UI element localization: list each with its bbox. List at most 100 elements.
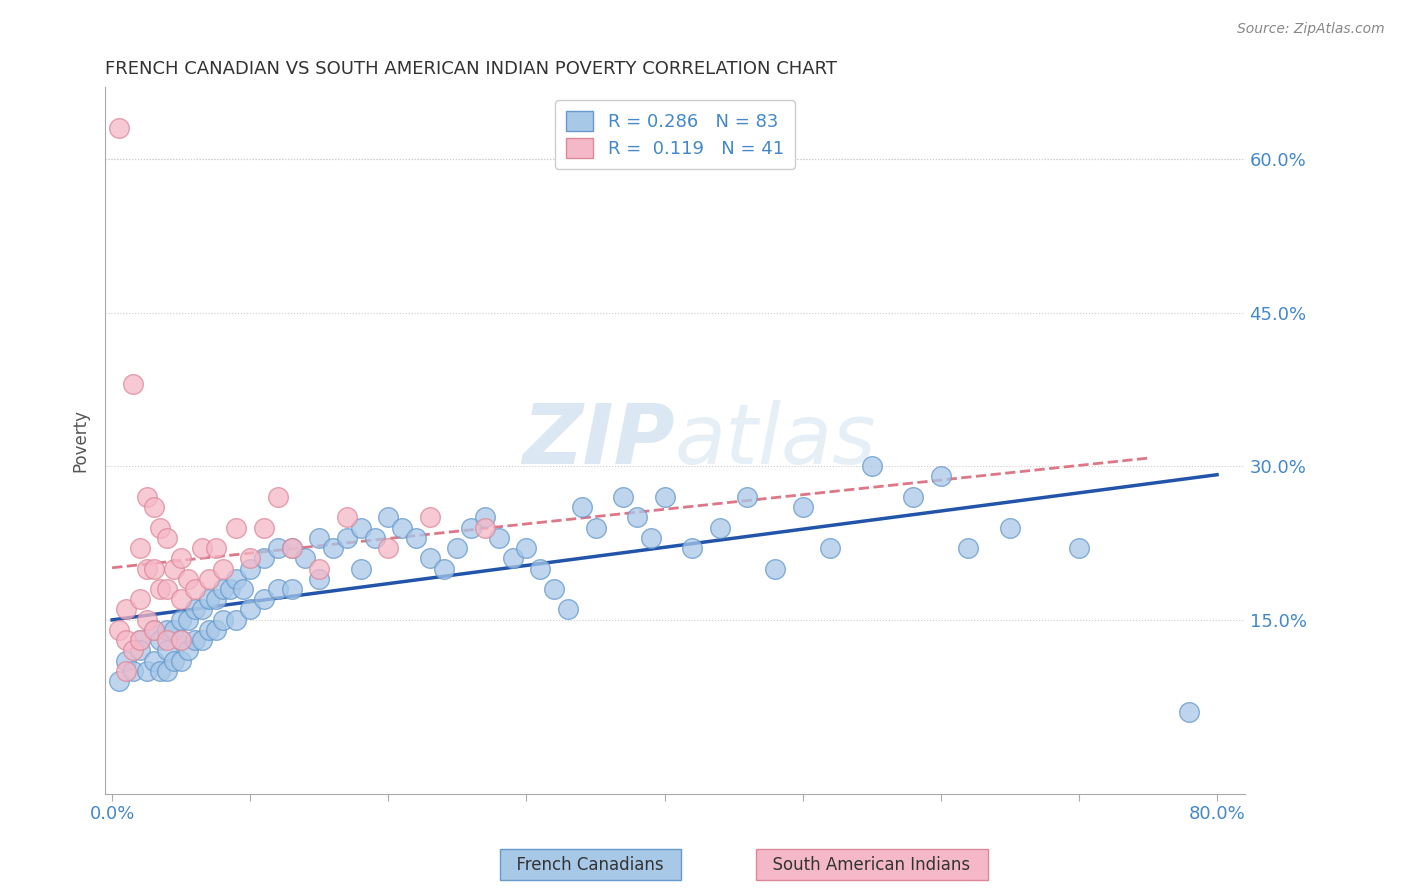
Point (142, 561, 165, 575)
Point (170, 654, 193, 668)
Point (253, 551, 276, 566)
Point (128, 541, 150, 555)
Point (128, 643, 150, 657)
Legend: R = 0.286   N = 83, R =  0.119   N = 41: R = 0.286 N = 83, R = 0.119 N = 41 (555, 100, 794, 169)
Point (640, 531, 662, 545)
Text: atlas: atlas (675, 401, 876, 481)
Point (1067, 541, 1090, 555)
Point (267, 541, 290, 555)
Point (419, 510, 441, 524)
Point (654, 490, 676, 504)
Point (336, 510, 359, 524)
Point (184, 633, 207, 648)
Point (957, 541, 980, 555)
Point (121, 643, 143, 657)
Point (571, 500, 593, 515)
Point (280, 541, 302, 555)
Point (308, 531, 330, 545)
Point (419, 551, 441, 566)
Text: French Canadians: French Canadians (506, 855, 675, 873)
Point (163, 561, 186, 575)
Point (115, 602, 138, 616)
Text: Source: ZipAtlas.com: Source: ZipAtlas.com (1237, 22, 1385, 37)
Point (239, 602, 262, 616)
Point (156, 582, 179, 596)
Point (585, 520, 607, 534)
Point (170, 551, 193, 566)
Point (709, 520, 731, 534)
Point (115, 633, 138, 648)
Point (149, 520, 172, 534)
Point (929, 469, 952, 483)
Point (460, 520, 482, 534)
Point (191, 633, 214, 648)
Point (135, 664, 157, 678)
Point (294, 551, 316, 566)
Point (350, 520, 373, 534)
Point (121, 664, 143, 678)
Point (363, 531, 385, 545)
Point (128, 592, 150, 607)
Point (681, 541, 703, 555)
Point (163, 654, 186, 668)
Point (529, 561, 551, 575)
Point (225, 520, 247, 534)
Point (557, 602, 579, 616)
Point (280, 541, 302, 555)
Point (322, 541, 344, 555)
Point (239, 551, 262, 566)
Point (211, 613, 233, 627)
Y-axis label: Poverty: Poverty (72, 409, 89, 472)
Point (405, 531, 427, 545)
Point (211, 582, 233, 596)
Point (184, 582, 207, 596)
Point (253, 592, 276, 607)
Point (177, 643, 200, 657)
Point (239, 561, 262, 575)
Point (737, 490, 759, 504)
Point (149, 582, 172, 596)
Text: ZIP: ZIP (522, 401, 675, 481)
Point (108, 674, 131, 689)
Point (901, 490, 924, 504)
Point (267, 582, 290, 596)
Point (198, 623, 221, 637)
Point (198, 572, 221, 586)
Point (135, 613, 157, 627)
Point (626, 510, 648, 524)
Point (198, 592, 221, 607)
Point (128, 633, 150, 648)
Point (135, 490, 157, 504)
Point (177, 613, 200, 627)
Point (446, 541, 468, 555)
Text: FRENCH CANADIAN VS SOUTH AMERICAN INDIAN POVERTY CORRELATION CHART: FRENCH CANADIAN VS SOUTH AMERICAN INDIAN… (105, 60, 837, 78)
Point (225, 613, 247, 627)
Point (502, 551, 524, 566)
Point (543, 582, 565, 596)
Point (820, 541, 842, 555)
Point (115, 654, 138, 668)
Point (142, 623, 165, 637)
Text: South American Indians: South American Indians (762, 855, 981, 873)
Point (170, 613, 193, 627)
Point (612, 490, 634, 504)
Point (308, 561, 330, 575)
Point (308, 572, 330, 586)
Point (391, 520, 413, 534)
Point (142, 654, 165, 668)
Point (115, 664, 138, 678)
Point (253, 520, 276, 534)
Point (377, 541, 399, 555)
Point (515, 541, 537, 555)
Point (170, 633, 193, 648)
Point (1178, 705, 1201, 719)
Point (204, 623, 226, 637)
Point (792, 500, 814, 515)
Point (191, 602, 214, 616)
Point (142, 623, 165, 637)
Point (156, 633, 179, 648)
Point (135, 561, 157, 575)
Point (280, 582, 302, 596)
Point (336, 531, 359, 545)
Point (184, 602, 207, 616)
